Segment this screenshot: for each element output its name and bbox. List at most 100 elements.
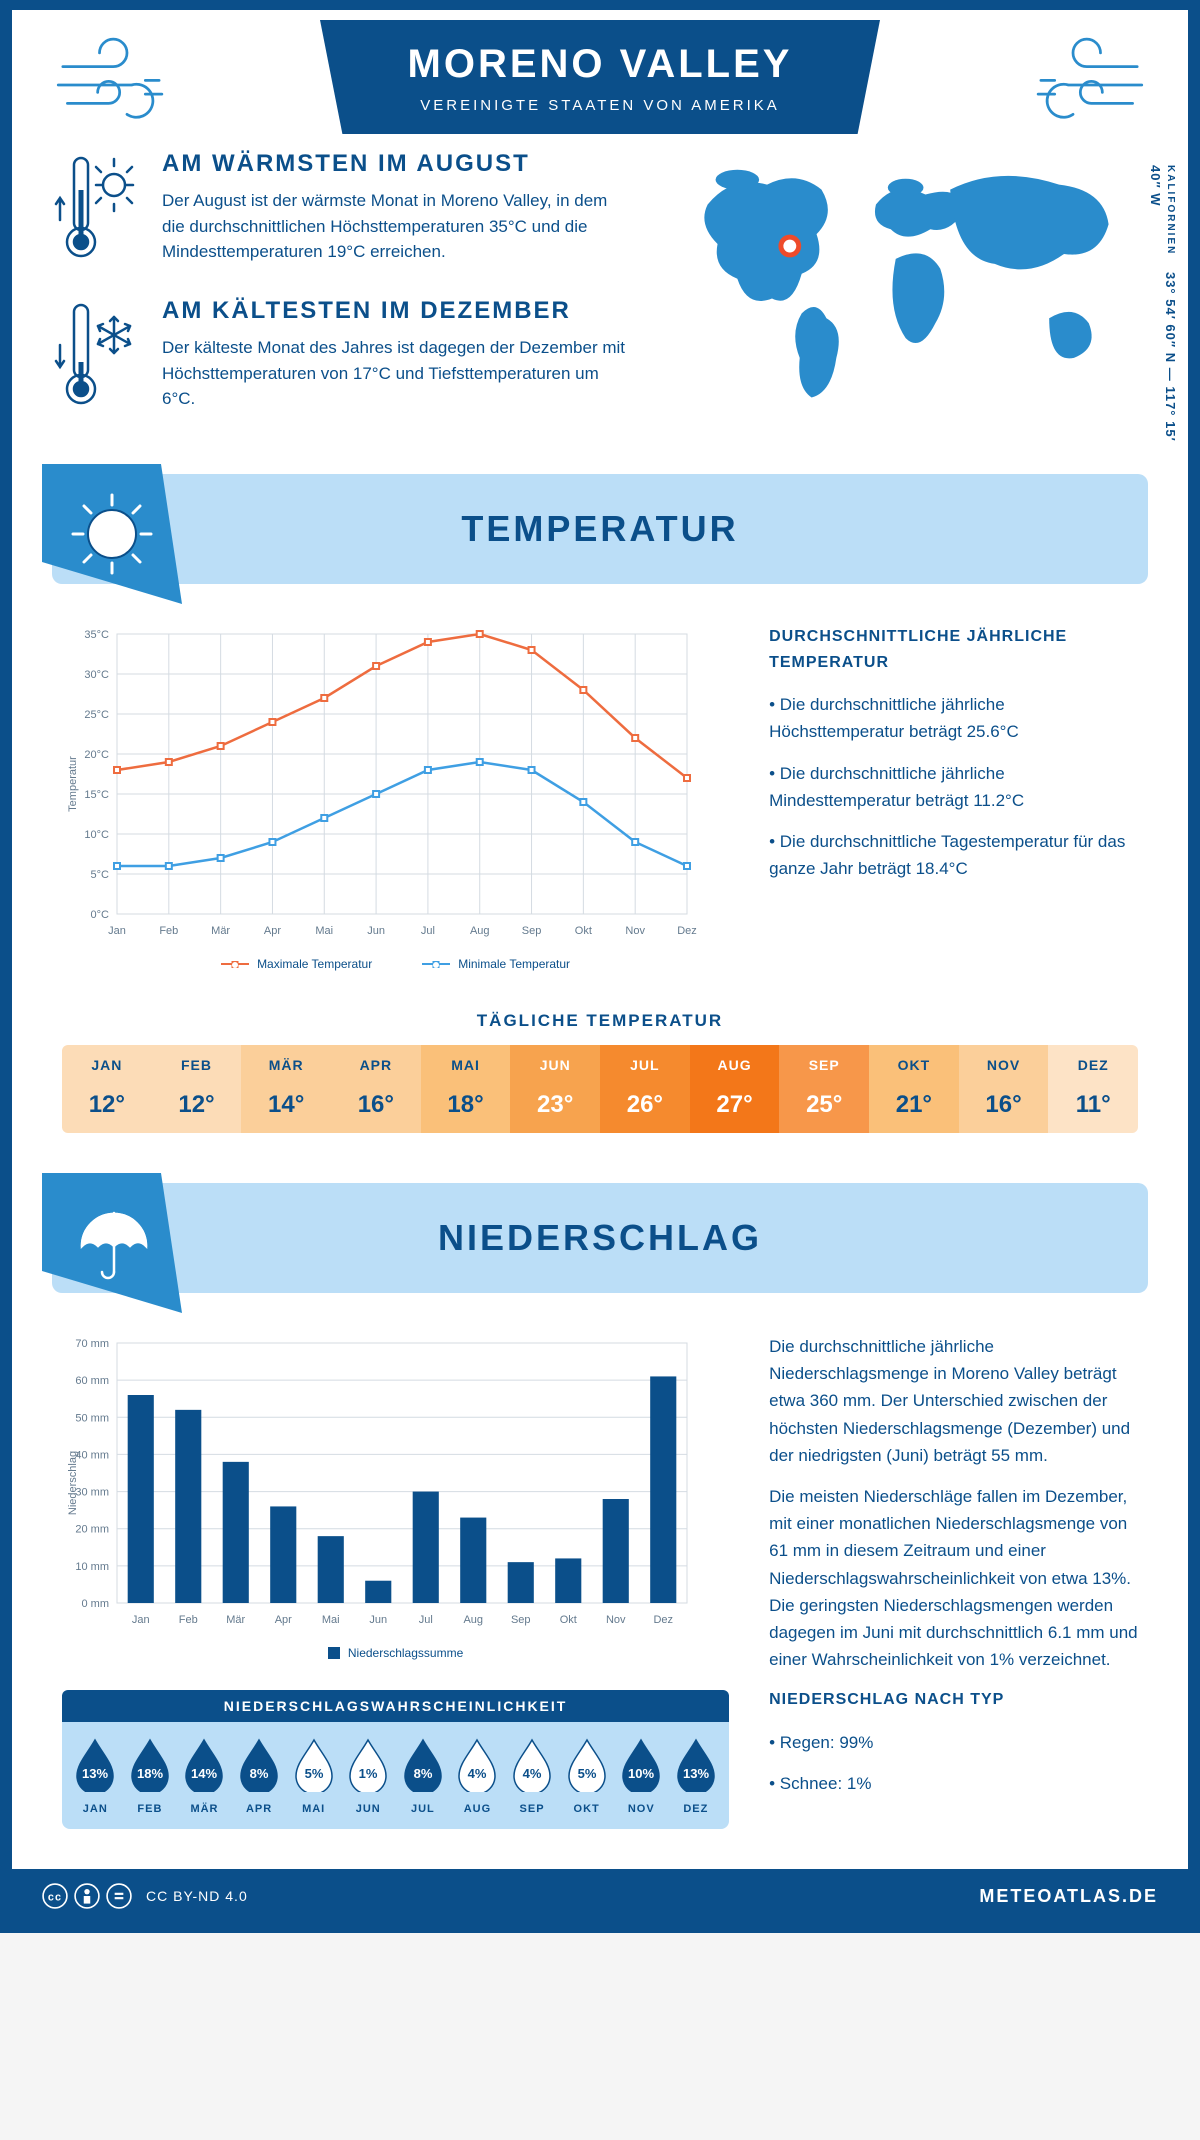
precip-prob-cell: 13% DEZ [669,1736,724,1815]
svg-text:10°C: 10°C [84,829,109,841]
temperature-note-item: • Die durchschnittliche Tagestemperatur … [769,828,1138,882]
wind-icon [998,30,1148,140]
svg-text:13%: 13% [82,1766,108,1781]
svg-text:Jan: Jan [132,1614,150,1626]
svg-text:Mär: Mär [226,1614,245,1626]
svg-text:Mär: Mär [211,925,230,937]
svg-text:Dez: Dez [677,925,697,937]
svg-text:Jun: Jun [369,1614,387,1626]
daily-temp-cell: SEP25° [779,1045,869,1133]
precip-type-item: • Schnee: 1% [769,1770,1138,1797]
svg-text:15°C: 15°C [84,789,109,801]
svg-text:Feb: Feb [159,925,178,937]
svg-text:20°C: 20°C [84,749,109,761]
daily-temp-cell: FEB12° [152,1045,242,1133]
legend-item: Niederschlagssumme [328,1646,463,1660]
svg-text:30 mm: 30 mm [75,1487,109,1499]
svg-text:25°C: 25°C [84,709,109,721]
precip-title: NIEDERSCHLAG [438,1217,762,1259]
precip-probability: NIEDERSCHLAGSWAHRSCHEINLICHKEIT 13% JAN … [62,1690,729,1829]
temperature-note-item: • Die durchschnittliche jährliche Höchst… [769,691,1138,745]
daily-temp-strip: JAN12°FEB12°MÄR14°APR16°MAI18°JUN23°JUL2… [62,1045,1138,1133]
svg-text:50 mm: 50 mm [75,1412,109,1424]
precip-notes: Die durchschnittliche jährliche Niedersc… [769,1333,1138,1829]
precip-prob-cell: 5% MAI [286,1736,341,1815]
daily-temp-cell: DEZ11° [1048,1045,1138,1133]
svg-text:35°C: 35°C [84,629,109,641]
svg-text:Feb: Feb [179,1614,198,1626]
svg-text:70 mm: 70 mm [75,1338,109,1350]
precip-legend: Niederschlagssumme [62,1646,729,1660]
precip-prob-cell: 5% OKT [559,1736,614,1815]
sun-icon [42,464,182,604]
precip-prob-cell: 1% JUN [341,1736,396,1815]
temperature-notes: DURCHSCHNITTLICHE JÄHRLICHE TEMPERATUR •… [769,624,1138,971]
svg-text:Niederschlag: Niederschlag [67,1451,79,1515]
daily-temp-cell: JUN23° [510,1045,600,1133]
svg-text:Okt: Okt [560,1614,577,1626]
precip-prob-cell: 4% SEP [505,1736,560,1815]
location-coords: KALIFORNIEN 33° 54′ 60″ N — 117° 15′ 40″… [1148,165,1178,444]
legend-item: Minimale Temperatur [422,957,570,971]
svg-text:Nov: Nov [625,925,645,937]
drop-icon: 1% [346,1736,390,1792]
daily-temp-cell: MAI18° [421,1045,511,1133]
warm-fact-body: Der August ist der wärmste Monat in More… [162,188,633,265]
svg-text:10%: 10% [628,1766,654,1781]
legend-item: Maximale Temperatur [221,957,372,971]
precip-prob-cell: 8% APR [232,1736,287,1815]
daily-temp-cell: OKT21° [869,1045,959,1133]
header: MORENO VALLEY VEREINIGTE STAATEN VON AME… [12,10,1188,140]
svg-text:Sep: Sep [522,925,542,937]
svg-text:Apr: Apr [264,925,281,937]
svg-text:8%: 8% [250,1766,269,1781]
precip-type-item: • Regen: 99% [769,1729,1138,1756]
world-map [673,150,1148,412]
svg-text:20 mm: 20 mm [75,1524,109,1536]
svg-text:60 mm: 60 mm [75,1375,109,1387]
precip-prob-cell: 14% MÄR [177,1736,232,1815]
location-marker-icon [781,237,799,255]
by-icon [74,1883,100,1909]
svg-text:13%: 13% [683,1766,709,1781]
svg-text:40 mm: 40 mm [75,1449,109,1461]
title-banner: MORENO VALLEY VEREINIGTE STAATEN VON AME… [320,20,880,134]
precip-prob-cell: 13% JAN [68,1736,123,1815]
precip-bar-chart: 0 mm10 mm20 mm30 mm40 mm50 mm60 mm70 mmN… [62,1333,702,1633]
drop-icon: 4% [510,1736,554,1792]
svg-text:30°C: 30°C [84,669,109,681]
svg-text:Aug: Aug [463,1614,483,1626]
svg-text:Jan: Jan [108,925,126,937]
daily-temp-cell: JUL26° [600,1045,690,1133]
drop-icon: 18% [128,1736,172,1792]
svg-text:Apr: Apr [275,1614,292,1626]
svg-text:Jul: Jul [419,1614,433,1626]
precip-prob-cell: 4% AUG [450,1736,505,1815]
temperature-title: TEMPERATUR [461,508,738,550]
precip-prob-cell: 18% FEB [123,1736,178,1815]
daily-temp-heading: TÄGLICHE TEMPERATUR [12,1011,1188,1031]
daily-temp-cell: NOV16° [959,1045,1049,1133]
temperature-banner: TEMPERATUR [52,474,1148,584]
svg-text:1%: 1% [359,1766,378,1781]
drop-icon: 5% [565,1736,609,1792]
thermometer-hot-icon [52,150,137,265]
drop-icon: 4% [455,1736,499,1792]
precip-prob-cell: 10% NOV [614,1736,669,1815]
svg-text:cc: cc [48,1891,62,1903]
precip-banner: NIEDERSCHLAG [52,1183,1148,1293]
cold-fact: AM KÄLTESTEN IM DEZEMBER Der kälteste Mo… [52,297,633,412]
svg-text:Jul: Jul [421,925,435,937]
svg-text:Dez: Dez [653,1614,673,1626]
svg-text:Jun: Jun [367,925,385,937]
drop-icon: 13% [674,1736,718,1792]
svg-text:4%: 4% [523,1766,542,1781]
svg-text:14%: 14% [191,1766,217,1781]
svg-text:Mai: Mai [322,1614,340,1626]
daily-temp-cell: APR16° [331,1045,421,1133]
site-name: METEOATLAS.DE [979,1886,1158,1907]
svg-text:0 mm: 0 mm [82,1598,110,1610]
svg-text:Temperatur: Temperatur [67,756,79,812]
footer: cc CC BY-ND 4.0 METEOATLAS.DE [12,1869,1188,1923]
cc-icons: cc [42,1883,132,1909]
